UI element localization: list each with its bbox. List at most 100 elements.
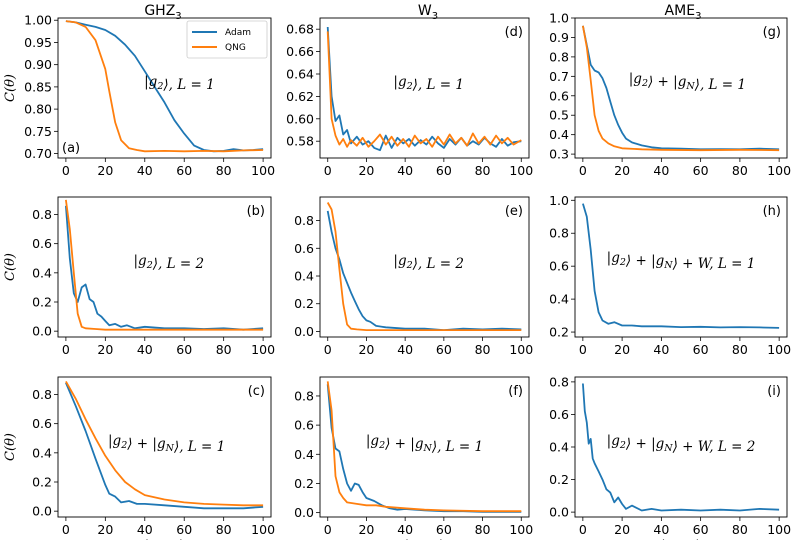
y-tick-label: 0.0: [32, 504, 52, 519]
chart-panel-f: 0 20 40 60 80 100 0.0 0.2 0.4 0.6 0.8 (f) |g2⟩ + |gN…: [294, 376, 533, 540]
x-tick-label: 0: [62, 163, 70, 178]
y-tick-label: 0.2: [32, 295, 52, 310]
column-title-ame: AME3: [665, 3, 702, 22]
y-tick-label: 0.0: [294, 505, 314, 520]
x-tick-label: 100: [767, 163, 791, 178]
y-axis-label: C(θ): [3, 253, 18, 281]
y-tick-label: 0.70: [24, 146, 52, 161]
panel-tag: (d): [505, 25, 523, 40]
x-tick-label: 0: [62, 342, 70, 357]
x-tick-label: 40: [653, 342, 669, 357]
y-tick-label: 0.4: [294, 447, 314, 462]
panel-annotation: |g2⟩ + |gN⟩ + W, L = 1: [607, 250, 756, 272]
y-tick-label: 0.58: [286, 134, 314, 149]
x-tick-label: 0: [324, 522, 332, 537]
x-tick-label: 0: [579, 163, 587, 178]
x-tick-label: 0: [579, 522, 587, 537]
legend: Adam QNG: [186, 20, 268, 59]
series-line-adam: [582, 383, 780, 512]
chart-panel-c: 0 20 40 60 80 100 0.0 0.2 0.4 0.6 0.8 (c) |g2⟩ + |gN…: [3, 376, 275, 540]
panel-tag: (g): [763, 25, 781, 40]
y-tick-label: 0.95: [24, 35, 52, 50]
y-tick-label: 0.8: [549, 374, 569, 389]
y-tick-label: 0.0: [32, 324, 52, 339]
axes-frame: [57, 376, 272, 518]
y-tick-label: 0.0: [549, 505, 569, 520]
panel-tag: (c): [248, 384, 265, 399]
x-tick-label: 80: [475, 342, 491, 357]
legend-box: [186, 20, 268, 59]
y-tick-label: 1.0: [549, 11, 569, 26]
x-tick-label: 60: [436, 342, 452, 357]
x-tick-label: 100: [509, 522, 533, 537]
y-tick-label: 0.68: [286, 22, 314, 37]
series-line-adam: [65, 20, 264, 153]
x-tick-label: 60: [693, 163, 709, 178]
x-tick-label: 60: [176, 163, 192, 178]
panel-annotation: |g2⟩ + |gN⟩, L = 1: [629, 71, 746, 93]
x-tick-label: 40: [137, 342, 153, 357]
y-tick-label: 0.8: [32, 387, 52, 402]
y-tick-label: 0.75: [24, 124, 52, 139]
panel-tag: (e): [505, 204, 523, 219]
x-tick-label: 0: [324, 342, 332, 357]
y-tick-label: 0.80: [24, 102, 52, 117]
x-tick-label: 100: [251, 522, 275, 537]
panel-tag: (f): [508, 384, 523, 399]
y-tick-label: 0.66: [286, 44, 314, 59]
y-tick-label: 0.2: [549, 325, 569, 340]
x-tick-label: 100: [509, 342, 533, 357]
x-tick-label: 60: [176, 522, 192, 537]
panel-tag: (h): [763, 204, 781, 219]
panel-annotation: |g2⟩ + |gN⟩, L = 1: [366, 433, 483, 455]
x-tick-label: 100: [767, 342, 791, 357]
chart-panel-b: 0 20 40 60 80 100 0.0 0.2 0.4 0.6 0.8 (b) |g2⟩, L = …: [3, 196, 275, 357]
y-tick-label: 0.8: [549, 226, 569, 241]
y-tick-label: 0.7: [549, 69, 569, 84]
y-tick-label: 0.4: [32, 445, 52, 460]
x-tick-label: 40: [137, 163, 153, 178]
x-tick-label: 60: [176, 342, 192, 357]
y-tick-label: 0.4: [32, 265, 52, 280]
panel-annotation: |g2⟩, L = 2: [393, 253, 464, 272]
y-axis-label: C(θ): [3, 433, 18, 461]
series-line-qng: [65, 20, 264, 153]
y-tick-label: 0.8: [549, 49, 569, 64]
x-tick-label: 80: [475, 522, 491, 537]
x-tick-label: 20: [97, 163, 113, 178]
axes-frame: [319, 376, 530, 518]
x-tick-label: 0: [62, 522, 70, 537]
y-tick-label: 0.60: [286, 111, 314, 126]
x-tick-label: 60: [436, 163, 452, 178]
y-tick-label: 0.6: [549, 259, 569, 274]
y-tick-label: 0.6: [32, 236, 52, 251]
y-tick-label: 0.8: [294, 213, 314, 228]
x-tick-label: 80: [216, 342, 232, 357]
y-tick-label: 0.4: [294, 269, 314, 284]
x-tick-label: 60: [693, 342, 709, 357]
x-tick-label: 0: [324, 163, 332, 178]
x-tick-label: 0: [579, 342, 587, 357]
x-tick-label: 20: [97, 522, 113, 537]
y-tick-label: 0.8: [32, 207, 52, 222]
x-axis-label: # iteration: [131, 537, 198, 540]
series-line-adam: [65, 205, 264, 331]
panel-tag: (a): [62, 141, 80, 156]
series-line-qng: [326, 202, 522, 331]
x-axis-label: # iteration: [391, 537, 458, 540]
x-tick-label: 100: [251, 163, 275, 178]
x-axis-label: # iteration: [647, 537, 714, 540]
series-line-adam: [326, 210, 522, 331]
x-tick-label: 20: [614, 342, 630, 357]
column-titles: GHZ3 W3 AME3: [144, 3, 701, 22]
y-tick-label: 0.2: [294, 476, 314, 491]
axes-frame: [57, 17, 272, 159]
axes-frame: [574, 196, 788, 338]
y-tick-label: 0.6: [294, 418, 314, 433]
series-line-qng: [326, 31, 522, 148]
series-line-qng: [326, 381, 522, 513]
chart-panel-d: 0 20 40 60 80 100 0.58 0.60 0.62 0.64 0.66 0.68 (d) |…: [286, 17, 533, 178]
y-tick-label: 0.62: [286, 89, 314, 104]
axes-frame: [57, 196, 272, 338]
chart-panel-e: 0 20 40 60 80 100 0.0 0.2 0.4 0.6 0.8 (e) |g2⟩, L = …: [294, 196, 533, 357]
